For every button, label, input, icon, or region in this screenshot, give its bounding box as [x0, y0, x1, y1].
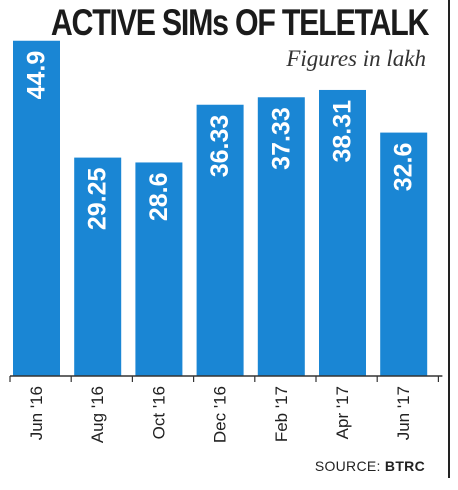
- value-label-3: 28.6: [145, 172, 173, 221]
- category-label-4: Dec '16: [211, 386, 230, 443]
- category-label-2: Aug '16: [88, 386, 107, 443]
- value-label-5: 37.33: [267, 107, 295, 170]
- value-label-1: 44.9: [23, 51, 51, 100]
- ticks-group: [9, 376, 439, 382]
- source-note: SOURCE: BTRC: [315, 458, 425, 474]
- value-label-4: 36.33: [206, 115, 234, 178]
- chart-subtitle: Figures in lakh: [286, 46, 426, 71]
- category-label-7: Jun '17: [394, 386, 413, 440]
- category-label-6: Apr '17: [333, 386, 352, 439]
- bar-2: [74, 157, 122, 376]
- value-label-7: 32.6: [390, 143, 418, 192]
- source-name: BTRC: [384, 458, 425, 474]
- value-labels-group: 44.9 29.25 28.6 36.33 37.33 38.31 32.6: [23, 51, 418, 230]
- bar-7: [380, 132, 428, 376]
- bar-4: [196, 104, 244, 377]
- category-labels-group: Jun '16 Aug '16 Oct '16 Dec '16 Feb '17 Apr '…: [27, 386, 413, 443]
- category-label-3: Oct '16: [149, 386, 168, 439]
- category-label-1: Jun '16: [27, 386, 46, 440]
- chart-title: ACTIVE SIMs OF TELETALK: [50, 2, 430, 43]
- bar-5: [257, 97, 305, 376]
- bar-3: [135, 162, 183, 376]
- bars-group: [13, 40, 428, 377]
- bar-6: [319, 89, 366, 377]
- bar-1: [13, 40, 60, 376]
- value-label-6: 38.31: [329, 100, 357, 163]
- right-divider: [448, 0, 450, 478]
- category-label-5: Feb '17: [272, 386, 291, 442]
- value-label-2: 29.25: [84, 168, 112, 231]
- source-prefix: SOURCE:: [314, 458, 381, 474]
